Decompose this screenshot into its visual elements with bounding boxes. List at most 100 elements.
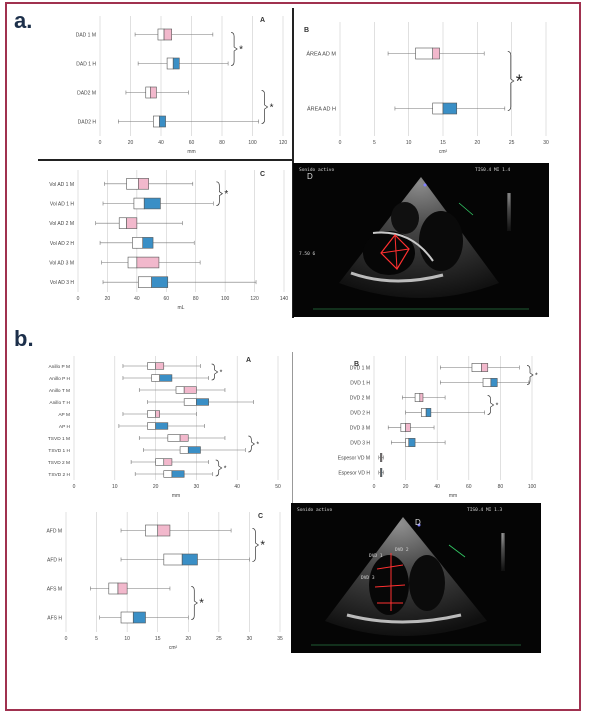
- significance-marker: *: [535, 372, 538, 379]
- echo-drawing-b: Sonido activo TIS0.4 MI 1.3 DVD 1 DVD 2 …: [297, 507, 521, 646]
- box-lower-half: [167, 434, 181, 442]
- category-label: ÁREA AD M: [306, 51, 336, 58]
- significance-bracket: [526, 365, 534, 385]
- box-upper-half: [155, 410, 160, 418]
- x-tick-label: 5: [95, 636, 98, 642]
- echo-b-tag-2: DVD 2: [395, 547, 409, 553]
- box-lower-half: [157, 28, 165, 41]
- section-label-b: b.: [14, 326, 34, 351]
- panel-letter: C: [258, 513, 263, 520]
- x-tick-label: 60: [189, 140, 195, 146]
- box-lower-half: [145, 524, 159, 537]
- significance-marker: *: [496, 402, 499, 409]
- x-tick-label: 50: [275, 484, 281, 490]
- category-label: DVD 1 H: [350, 381, 370, 387]
- x-tick-label: 60: [466, 484, 472, 490]
- box-lower-half: [118, 217, 127, 229]
- box-upper-half: [179, 434, 189, 442]
- category-label: TSVD 2 H: [48, 472, 70, 478]
- box-upper-half: [150, 86, 157, 99]
- significance-marker: *: [239, 45, 243, 56]
- boxplot-a-A: 0 20 40 60 80 100 120 mm A DAD 1 M DAD 1 H DAD2 M DA…: [76, 16, 287, 155]
- category-label: Vol AD 1 M: [49, 182, 74, 188]
- significance-marker: *: [220, 369, 223, 376]
- echo-b-top-left: Sonido activo: [297, 507, 333, 513]
- category-label: Anillo P H: [49, 376, 71, 382]
- x-tick-label: 140: [280, 296, 289, 302]
- x-tick-label: 10: [406, 140, 412, 146]
- box-upper-half: [432, 47, 440, 60]
- category-label: Vol AD 2 M: [49, 221, 74, 227]
- significance-bracket: [211, 363, 219, 381]
- category-label: TSVD 1 H: [48, 448, 70, 454]
- box-upper-half: [157, 524, 171, 537]
- box-lower-half: [138, 276, 152, 288]
- box-lower-half: [126, 178, 139, 190]
- significance-marker: *: [516, 71, 523, 91]
- box-upper-half: [408, 438, 416, 447]
- section-label-a: a.: [14, 8, 33, 33]
- significance-marker: *: [199, 596, 204, 610]
- x-tick-label: 5: [373, 140, 376, 146]
- category-label: AP M: [58, 412, 70, 418]
- category-label: AFS M: [47, 587, 62, 593]
- category-label: Vol AD 3 H: [50, 280, 75, 286]
- echo-drawing-a: Sonido activo TIS0.4 MI 1.4 7.50 6 D: [299, 167, 529, 310]
- significance-bracket: [507, 51, 515, 111]
- category-label: DAD 1 H: [76, 62, 96, 68]
- category-label: DVD 2 M: [350, 396, 370, 402]
- significance-marker: *: [260, 538, 265, 552]
- x-tick-label: 80: [193, 296, 199, 302]
- significance-bracket: [215, 459, 223, 477]
- x-tick-label: 35: [277, 636, 283, 642]
- x-tick-label: 0: [339, 140, 342, 146]
- box-upper-half: [163, 458, 173, 466]
- box-lower-half: [153, 115, 160, 128]
- box-upper-half: [171, 470, 185, 478]
- x-tick-label: 100: [528, 484, 537, 490]
- x-tick-label: 0: [73, 484, 76, 490]
- box-lower-half: [155, 458, 165, 466]
- x-tick-label: 15: [155, 636, 161, 642]
- x-axis-label: cm²: [169, 645, 178, 651]
- box-lower-half: [179, 446, 189, 454]
- category-label: Anillo T H: [49, 400, 70, 406]
- significance-marker: *: [224, 189, 228, 200]
- x-tick-label: 40: [134, 296, 140, 302]
- box-lower-half: [147, 410, 156, 418]
- box-upper-half: [196, 398, 209, 406]
- box-upper-half: [425, 408, 432, 417]
- box-upper-half: [481, 363, 489, 372]
- box-lower-half: [183, 398, 197, 406]
- x-tick-label: 40: [158, 140, 164, 146]
- box-upper-half: [126, 217, 138, 229]
- box-lower-half: [147, 422, 156, 430]
- echo-image-b: Sonido activo TIS0.4 MI 1.3 DVD 1 DVD 2 …: [291, 503, 541, 653]
- x-tick-label: 20: [186, 636, 192, 642]
- x-tick-label: 80: [219, 140, 225, 146]
- box-upper-half: [159, 115, 166, 128]
- box-upper-half: [136, 256, 160, 269]
- significance-bracket: [216, 181, 224, 206]
- box-lower-half: [421, 408, 427, 417]
- box-lower-half: [147, 362, 156, 370]
- box-lower-half: [166, 57, 174, 70]
- box-lower-half: [405, 438, 410, 447]
- box-upper-half: [405, 423, 411, 432]
- box-upper-half: [172, 57, 180, 70]
- echo-a-top-right: TIS0.4 MI 1.4: [475, 167, 511, 173]
- category-label: AP H: [59, 424, 71, 430]
- echo-b-letter: D: [415, 518, 421, 527]
- x-axis-label: mm: [172, 493, 180, 499]
- box-lower-half: [163, 553, 183, 566]
- box-lower-half: [414, 393, 421, 402]
- x-tick-label: 0: [373, 484, 376, 490]
- category-label: Espesor VD M: [338, 456, 370, 462]
- x-tick-label: 30: [194, 484, 200, 490]
- category-label: DVD 2 H: [350, 411, 370, 417]
- panel-letter: B: [354, 361, 359, 368]
- box-upper-half: [380, 468, 383, 477]
- box-upper-half: [380, 453, 383, 462]
- significance-bracket: [261, 90, 269, 124]
